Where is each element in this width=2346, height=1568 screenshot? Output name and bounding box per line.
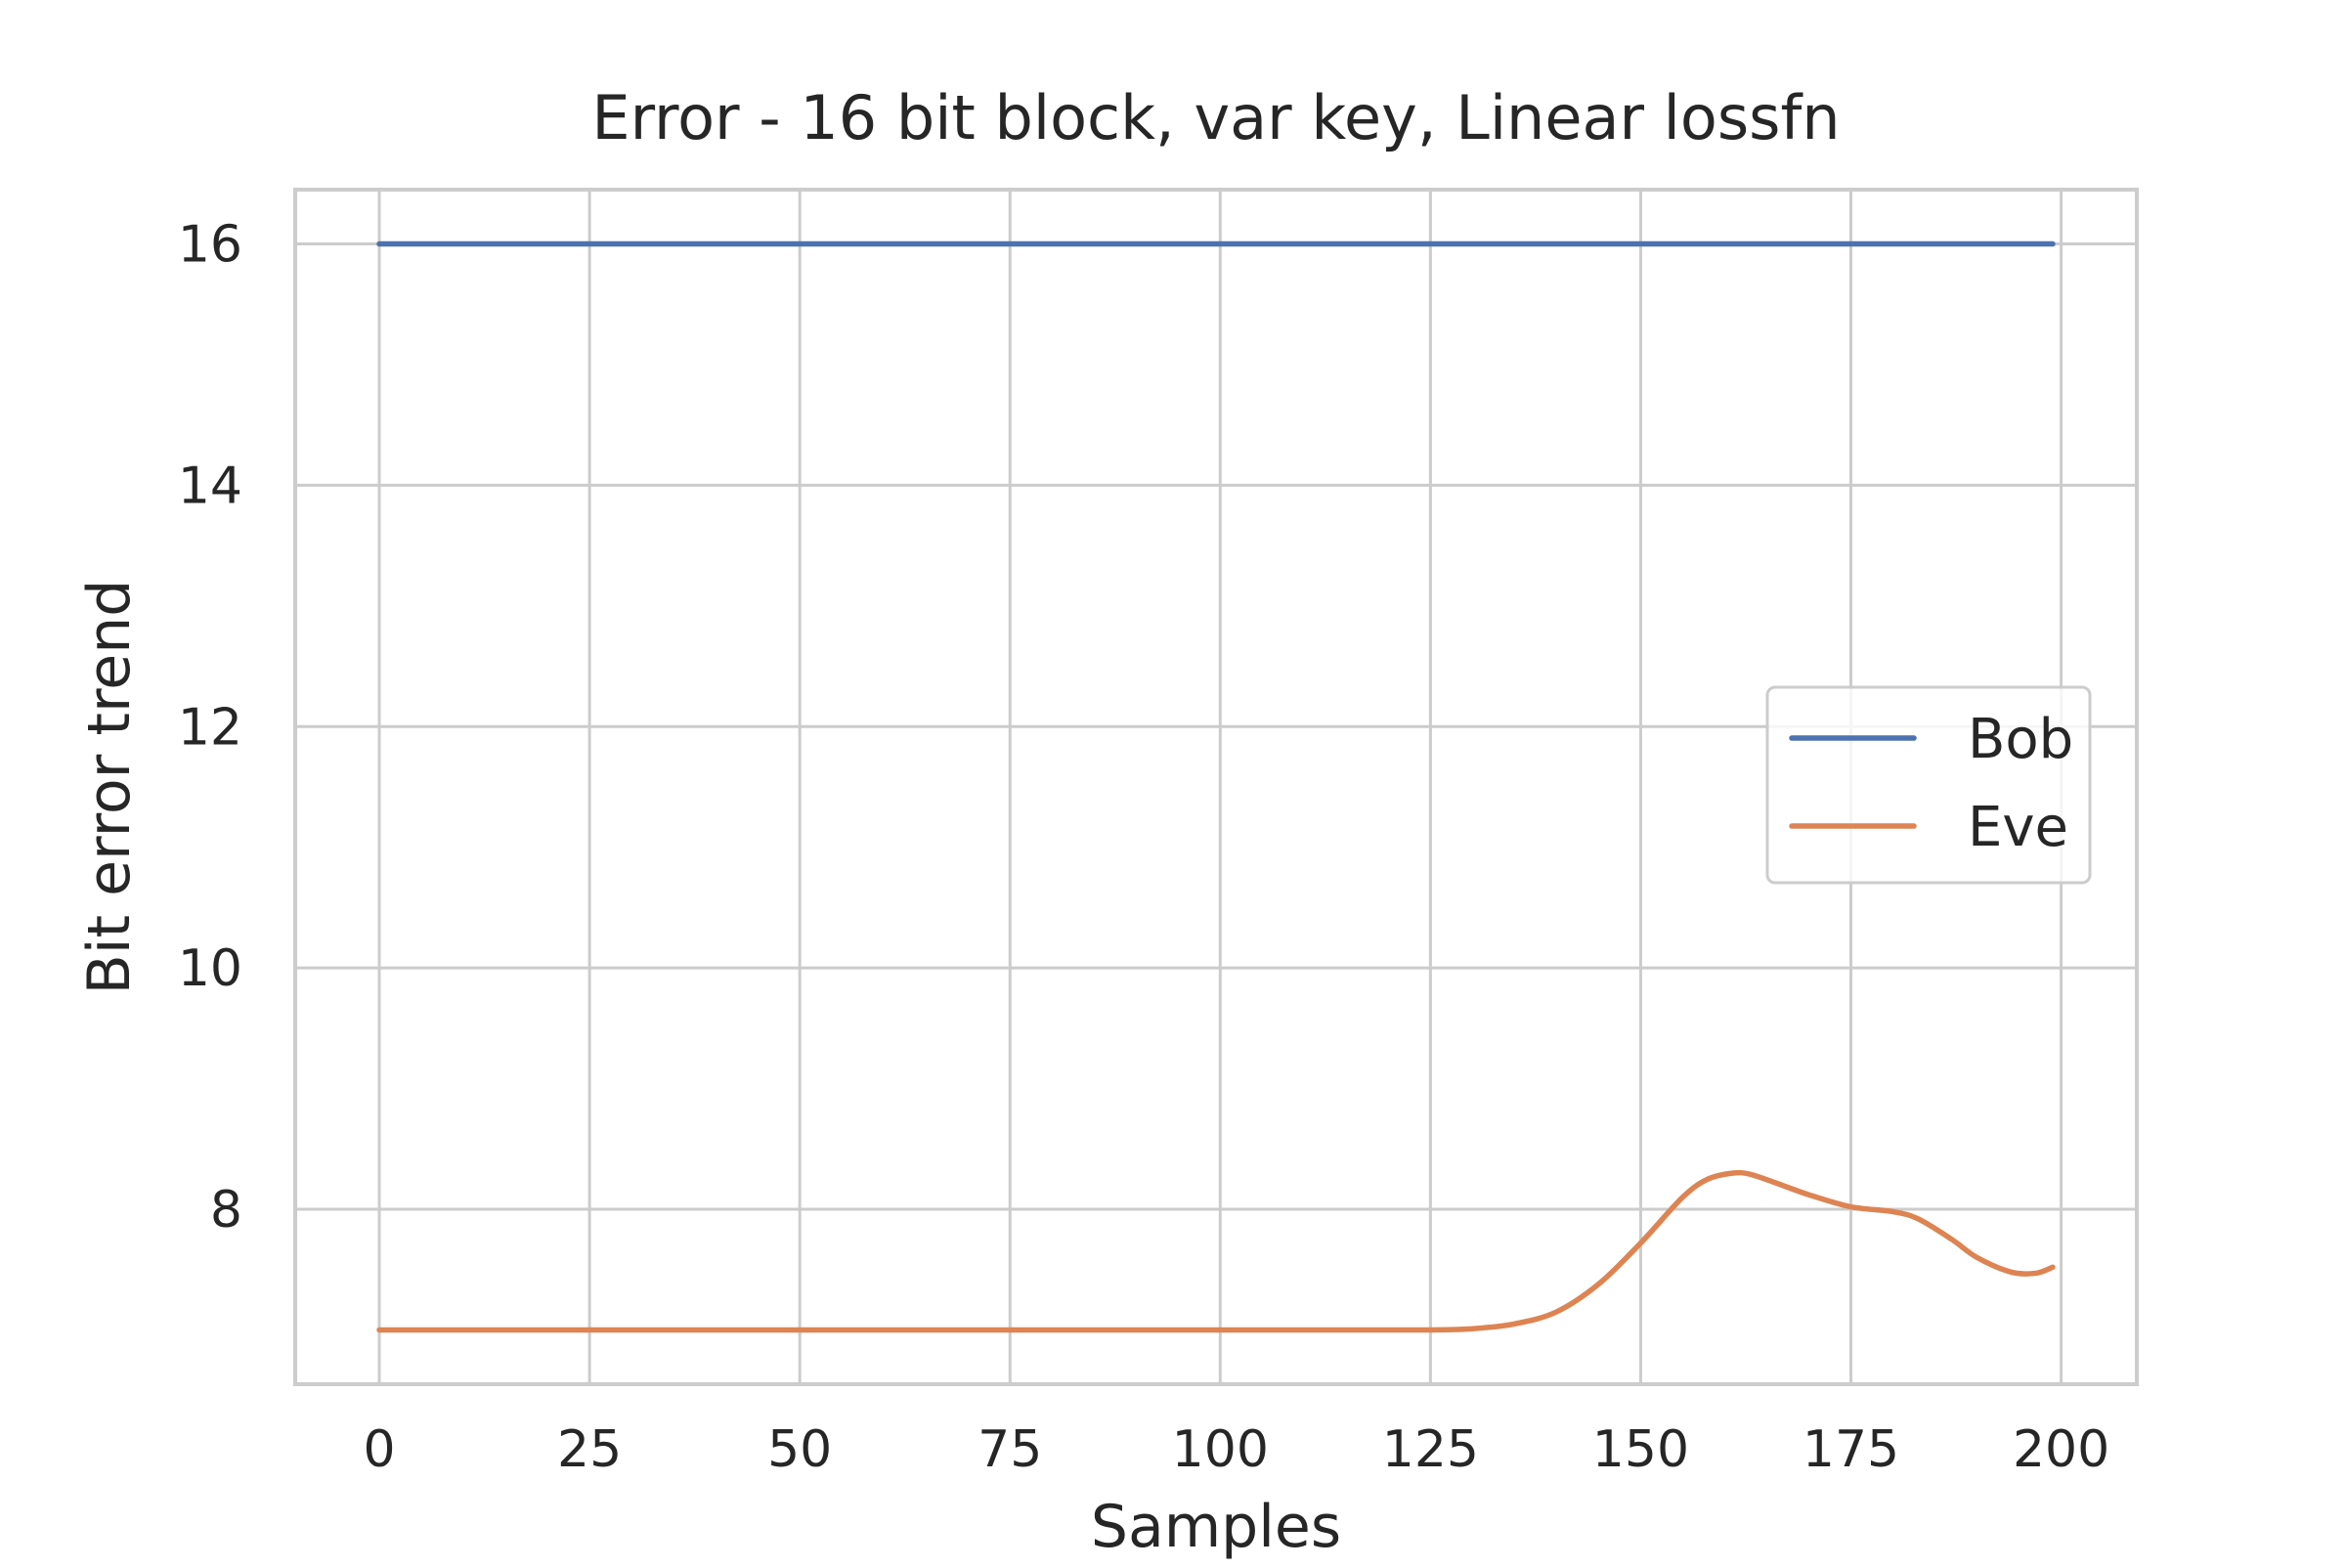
x-tick-label: 125 (1382, 1420, 1479, 1479)
y-tick-label: 8 (210, 1181, 242, 1240)
y-tick-label: 12 (178, 698, 242, 757)
y-axis-label: Bit error trend (75, 580, 144, 995)
x-tick-label: 200 (2013, 1420, 2109, 1479)
legend: Bob Eve (1765, 685, 2092, 885)
chart-title: Error - 16 bit block, var key, Linear lo… (591, 82, 1840, 153)
x-axis-label: Samples (1091, 1493, 1341, 1561)
x-tick-label: 0 (363, 1420, 395, 1479)
x-tick-label: 150 (1592, 1420, 1689, 1479)
legend-label-bob: Bob (1968, 708, 2073, 771)
y-tick-label: 10 (178, 939, 242, 998)
x-tick-label: 175 (1803, 1420, 1899, 1479)
x-tick-label: 50 (767, 1420, 832, 1479)
plot-frame (293, 188, 2139, 1386)
x-tick-label: 100 (1172, 1420, 1269, 1479)
y-tick-label: 14 (178, 457, 242, 515)
legend-items: Bob Eve (1789, 708, 2073, 859)
series-line-eve (376, 1169, 2056, 1333)
legend-label-eve: Eve (1968, 796, 2068, 859)
y-tick-label: 16 (178, 216, 242, 275)
x-tick-label: 75 (978, 1420, 1042, 1479)
tick-labels: 0 25 50 75 100 125 150 175 200 8 10 12 14 16 (178, 216, 2109, 1479)
series-lines (376, 240, 2056, 1333)
x-tick-label: 25 (557, 1420, 622, 1479)
